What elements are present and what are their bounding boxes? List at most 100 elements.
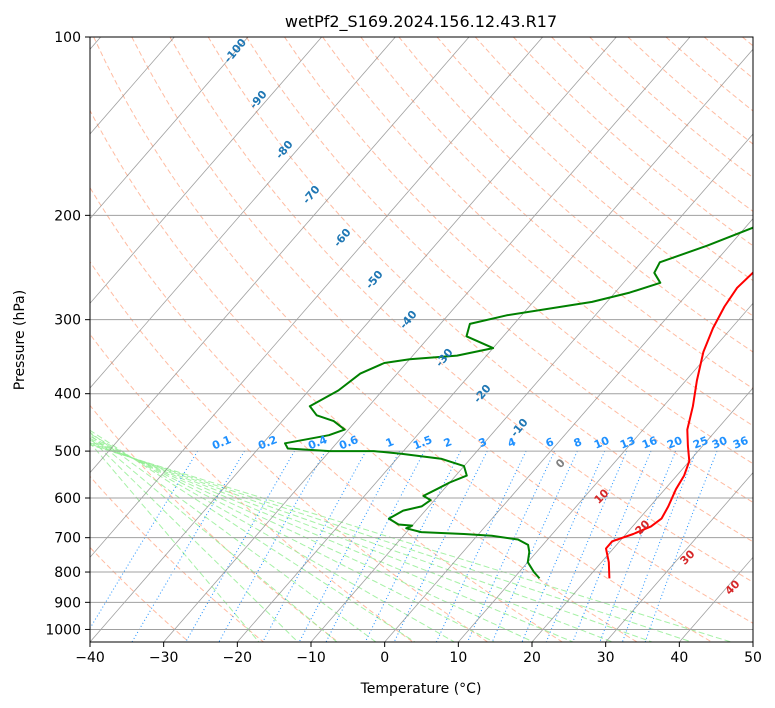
mixing-ratio-line — [644, 450, 718, 642]
dry-adiabat — [169, 37, 753, 583]
dry-adiabat-label: 20 — [633, 517, 653, 537]
mixing-ratio-label: 0.2 — [256, 433, 279, 452]
mixing-ratio-label: 25 — [691, 434, 710, 452]
y-tick-label: 700 — [54, 531, 81, 547]
isotherm — [310, 133, 753, 642]
dry-adiabat — [90, 109, 638, 642]
y-tick-label: 400 — [54, 387, 81, 403]
isotherm — [458, 302, 753, 642]
moist-adiabat — [90, 429, 416, 642]
dry-adiabat — [360, 37, 753, 390]
moist-adiabat — [90, 431, 377, 642]
dry-adiabat — [90, 333, 414, 642]
moist-adiabat — [90, 443, 692, 642]
y-tick-label: 600 — [54, 491, 81, 507]
mixing-ratio-line — [621, 450, 697, 642]
isotherm — [90, 37, 396, 389]
isotherm — [90, 37, 543, 558]
moist-adiabat — [90, 442, 653, 642]
reference-line-labels: -100-90-80-70-60-50-40-30-20-100.1 0.2 0.4… — [210, 36, 750, 598]
isotherm — [531, 387, 753, 642]
dry-adiabat-label: 40 — [723, 577, 743, 597]
dry-adiabat — [398, 37, 753, 353]
x-tick-label: 0 — [380, 650, 389, 666]
isotherm — [752, 641, 753, 642]
dry-adiabat — [665, 37, 753, 112]
isotherm-label: -50 — [363, 268, 386, 292]
mixing-ratio-line — [393, 450, 488, 642]
dry-adiabat — [90, 546, 190, 642]
x-tick-label: 30 — [597, 650, 615, 666]
isotherm — [163, 37, 691, 642]
x-tick-label: −40 — [75, 650, 105, 666]
mixing-ratio-line — [435, 450, 527, 642]
isotherm-label: -30 — [433, 346, 456, 370]
dry-adiabat — [90, 404, 339, 642]
x-axis: −40 −30 −20 −10 0 10 20 30 40 50 — [75, 642, 762, 666]
dry-adiabat — [513, 37, 753, 247]
x-tick-label: −20 — [223, 650, 253, 666]
x-tick-label: −30 — [149, 650, 179, 666]
dry-adiabat — [589, 37, 753, 179]
plot-frame — [89, 36, 754, 643]
moist-adiabat — [90, 433, 455, 642]
y-tick-label: 900 — [54, 595, 81, 611]
mixing-ratio-label: 10 — [592, 434, 611, 452]
isotherm-label: -40 — [397, 308, 420, 332]
y-axis-label: Pressure (hPa) — [12, 290, 28, 390]
isotherm — [90, 37, 617, 642]
dry-adiabat — [90, 475, 264, 642]
dry-adiabat-label: 10 — [592, 486, 612, 506]
y-tick-label: 100 — [54, 30, 81, 46]
dry-adiabat — [245, 37, 753, 503]
isotherm — [90, 37, 322, 304]
isotherm — [679, 556, 753, 642]
dry-adiabat — [322, 37, 753, 427]
mixing-ratio-label: 3 — [477, 435, 489, 450]
mixing-ratio-label: 2 — [442, 435, 454, 450]
grid-lines — [90, 37, 753, 642]
y-tick-label: 800 — [54, 565, 81, 581]
chart-title: wetPf2_S169.2024.156.12.43.R17 — [285, 12, 557, 32]
mixing-ratio-line — [599, 450, 677, 642]
x-tick-label: 20 — [523, 650, 541, 666]
dry-adiabat — [284, 37, 753, 465]
mixing-ratio-label: 8 — [572, 435, 584, 450]
y-axis: 100 200 300 400 500 600 700 800 900 1000 — [45, 30, 90, 638]
dry-adiabat — [90, 186, 563, 642]
x-tick-label: 50 — [744, 650, 762, 666]
mixing-ratio-label: 30 — [710, 434, 729, 452]
dry-adiabat-label: 30 — [678, 547, 698, 567]
mixing-ratio-label: 6 — [544, 435, 556, 450]
moist-adiabat — [90, 444, 732, 642]
moist-adiabat — [90, 439, 574, 642]
dry-adiabat — [90, 260, 488, 642]
moist-adiabat — [90, 442, 260, 642]
dry-adiabat-label: 0 — [553, 456, 568, 471]
dewpoint-series-line — [284, 226, 753, 580]
mixing-ratio-label: 0.6 — [337, 433, 360, 452]
dry-adiabat — [131, 37, 753, 624]
mixing-ratio-label: 13 — [618, 434, 637, 452]
mixing-ratio-line — [545, 450, 628, 642]
mixing-ratio-label: 36 — [731, 434, 750, 452]
mixing-ratio-line — [185, 450, 295, 642]
moist-adiabat — [90, 437, 299, 642]
mixing-ratio-line — [262, 450, 367, 642]
moist-adiabat — [90, 437, 534, 642]
mixing-ratio-line — [521, 450, 606, 642]
mixing-ratio-label: 16 — [640, 434, 659, 452]
isotherm — [90, 37, 249, 220]
x-axis-label: Temperature (°C) — [360, 681, 482, 697]
mixing-ratio-line — [364, 450, 462, 642]
temperature-series-line — [605, 271, 753, 579]
moist-adiabat — [90, 434, 338, 642]
mixing-ratio-label: 20 — [665, 434, 684, 452]
isotherm-label: -20 — [471, 382, 494, 406]
dry-adiabat — [742, 37, 753, 47]
isotherm — [237, 48, 753, 642]
moist-adiabat — [90, 435, 495, 642]
dry-adiabat — [436, 37, 753, 317]
mixing-ratio-label: 1 — [384, 435, 396, 450]
